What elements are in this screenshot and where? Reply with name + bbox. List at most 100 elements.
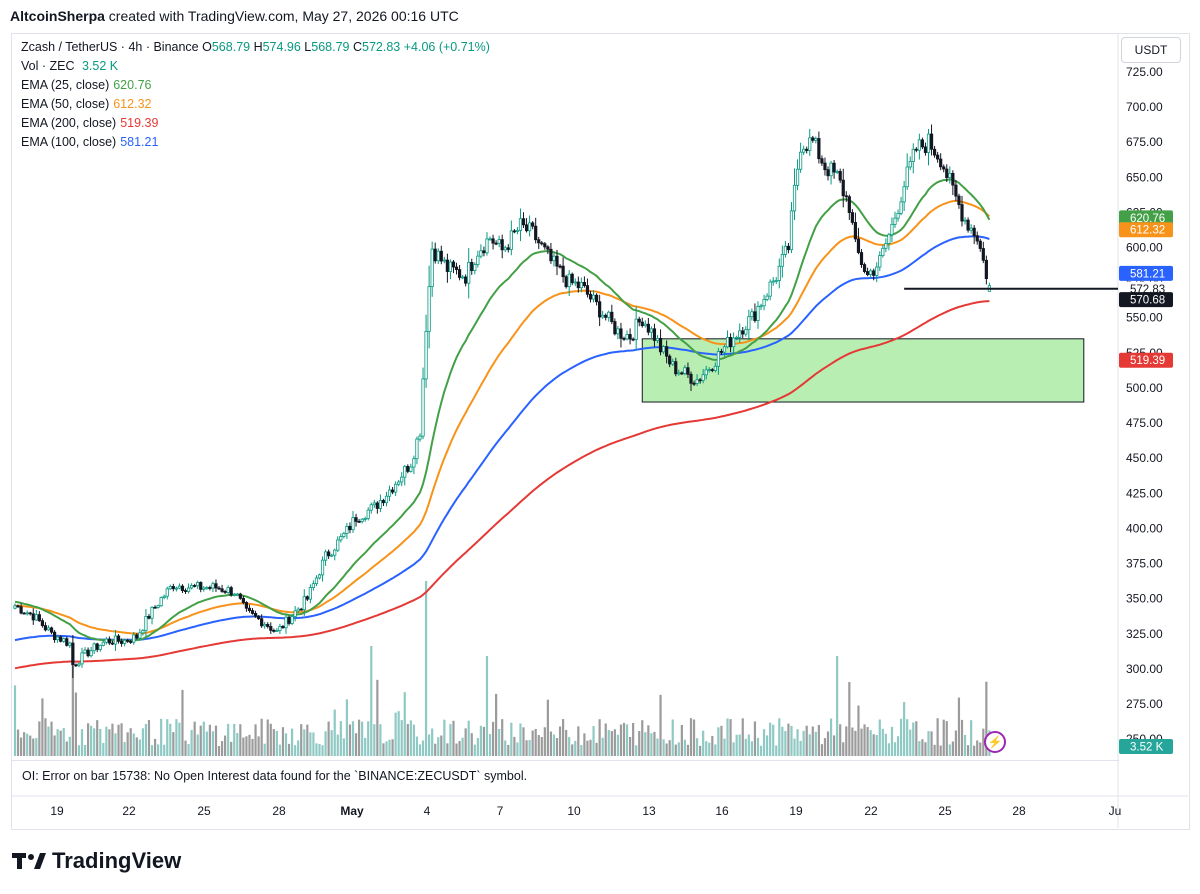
candle-body <box>442 259 446 262</box>
candle <box>878 251 882 272</box>
candle <box>74 663 78 668</box>
y-tick-label: 550.00 <box>1126 311 1163 325</box>
indicator-legend-3[interactable]: EMA (100, close) 581.21 <box>21 135 158 149</box>
candle-body <box>926 133 931 153</box>
candle <box>482 246 486 257</box>
candle-body <box>95 643 99 650</box>
currency-selector[interactable]: USDT <box>1121 37 1181 63</box>
candle <box>826 166 830 181</box>
candle-body <box>677 372 681 375</box>
candle-body <box>439 250 443 262</box>
candle <box>177 583 182 590</box>
volume-bar <box>290 728 294 756</box>
candle-body <box>500 239 504 251</box>
candle-body <box>692 382 696 385</box>
candle-body <box>844 195 848 198</box>
candle <box>744 326 748 337</box>
volume-bar <box>266 719 269 756</box>
candle-body <box>771 280 775 283</box>
volume-bar <box>437 737 440 756</box>
volume-bar <box>729 719 732 756</box>
volume-bar <box>303 729 306 756</box>
candle <box>387 485 392 502</box>
candle <box>168 584 172 590</box>
candle <box>555 249 559 276</box>
candle <box>789 202 794 254</box>
candle <box>978 238 982 252</box>
candle <box>795 159 800 191</box>
candle-body <box>984 259 988 280</box>
candle <box>305 595 309 602</box>
candle-body <box>756 306 760 321</box>
x-tick-label: 25 <box>938 804 952 818</box>
indicator-legend-0[interactable]: EMA (25, close) 620.76 <box>21 78 151 92</box>
candle <box>454 262 459 275</box>
volume-label: Vol · ZEC <box>21 59 75 73</box>
volume-bar <box>896 736 900 756</box>
candle <box>202 586 206 592</box>
candle-body <box>929 133 934 150</box>
candle <box>966 217 970 233</box>
lightning-icon[interactable]: ⚡ <box>984 731 1006 753</box>
candle-body <box>296 608 300 612</box>
candle-body <box>110 642 115 645</box>
candle-body <box>256 615 261 620</box>
volume-bar <box>860 728 863 756</box>
symbol-legend[interactable]: Zcash / TetherUS · 4h · Binance O568.79 … <box>21 40 490 54</box>
volume-bar <box>93 728 96 756</box>
candle <box>719 348 724 355</box>
candle-body <box>936 154 940 160</box>
candle-body <box>780 254 784 267</box>
volume-bar <box>982 728 985 756</box>
price-label-bg <box>1119 292 1173 308</box>
volume-bar <box>153 738 157 756</box>
candle-body <box>802 148 806 153</box>
volume-bar <box>187 744 190 756</box>
candle-body <box>235 593 239 596</box>
price-label-text: 620.76 <box>1130 213 1165 225</box>
candle-body <box>573 281 577 284</box>
candle <box>394 481 398 497</box>
candle <box>738 323 742 343</box>
volume-bar <box>656 738 659 756</box>
volume-bar <box>753 721 757 756</box>
candle-body <box>768 281 772 297</box>
candle <box>634 306 638 351</box>
volume-bar <box>175 719 178 756</box>
volume-bar <box>836 656 839 756</box>
volume-bar <box>272 729 275 756</box>
volume-bar <box>470 733 473 756</box>
volume-bar <box>735 734 738 756</box>
volume-bar <box>635 745 638 756</box>
volume-bar <box>726 718 729 756</box>
volume-bar <box>370 646 373 756</box>
candle <box>917 133 921 160</box>
volume-bar <box>169 723 172 756</box>
indicator-legend-1[interactable]: EMA (50, close) 612.32 <box>21 97 151 111</box>
candle <box>448 259 453 280</box>
x-tick-label: 19 <box>50 804 64 818</box>
candle <box>211 581 215 593</box>
candle <box>497 235 501 248</box>
indicator-legend-2[interactable]: EMA (200, close) 519.39 <box>21 116 158 130</box>
volume-bar <box>933 744 936 756</box>
candle-body <box>71 642 75 666</box>
candle <box>62 637 66 643</box>
volume-legend[interactable]: Vol · ZEC 3.52 K <box>21 59 118 73</box>
volume-bar <box>409 720 412 756</box>
volume-bar <box>330 730 333 756</box>
candle <box>110 640 115 646</box>
candle-body <box>354 517 358 522</box>
candle-body <box>56 636 60 641</box>
candle-body <box>966 219 970 231</box>
volume-bar <box>403 692 406 756</box>
ohlc-value-c: 572.83 <box>362 40 401 54</box>
indicator-label: EMA (25, close) <box>21 78 110 92</box>
volume-bar <box>616 734 620 756</box>
candle-body <box>582 282 587 287</box>
candle <box>49 626 54 635</box>
candle <box>805 146 809 154</box>
volume-bar <box>878 719 881 756</box>
candle-body <box>366 509 370 519</box>
